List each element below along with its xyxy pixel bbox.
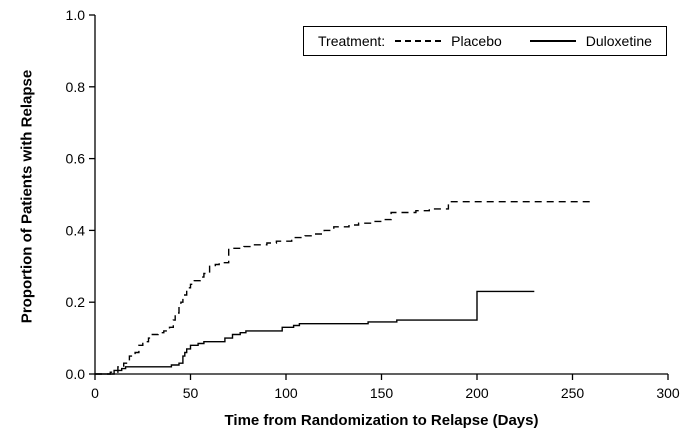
y-tick-label: 0.4 <box>66 222 86 238</box>
y-axis-title: Proportion of Patients with Relapse <box>18 69 36 324</box>
x-tick-label: 0 <box>91 385 99 401</box>
x-tick-label: 200 <box>465 385 489 401</box>
x-axis-title: Time from Randomization to Relapse (Days… <box>224 412 539 429</box>
y-tick-label: 1.0 <box>66 7 86 23</box>
y-tick-label: 0.8 <box>66 79 86 95</box>
x-tick-label: 100 <box>274 385 298 401</box>
series-duloxetine-path <box>95 290 535 375</box>
legend-box: Treatment: Placebo Duloxetine <box>303 26 667 56</box>
legend-label-duloxetine: Duloxetine <box>585 33 652 49</box>
x-tick-label: 150 <box>370 385 394 401</box>
legend-title: Treatment: <box>318 33 386 49</box>
x-tick-label: 250 <box>561 385 585 401</box>
legend-label-placebo: Placebo <box>451 33 502 49</box>
x-tick-label: 50 <box>183 385 199 401</box>
y-tick-label: 0.6 <box>66 151 86 167</box>
placebo-dashed-line-icon <box>395 40 442 42</box>
x-tick-label: 300 <box>656 385 680 401</box>
y-tick-label: 0.2 <box>66 294 86 310</box>
duloxetine-solid-line-icon <box>529 40 576 42</box>
axis-lines <box>94 15 668 375</box>
series-placebo-path <box>95 201 592 375</box>
y-tick-label: 0.0 <box>66 366 86 382</box>
